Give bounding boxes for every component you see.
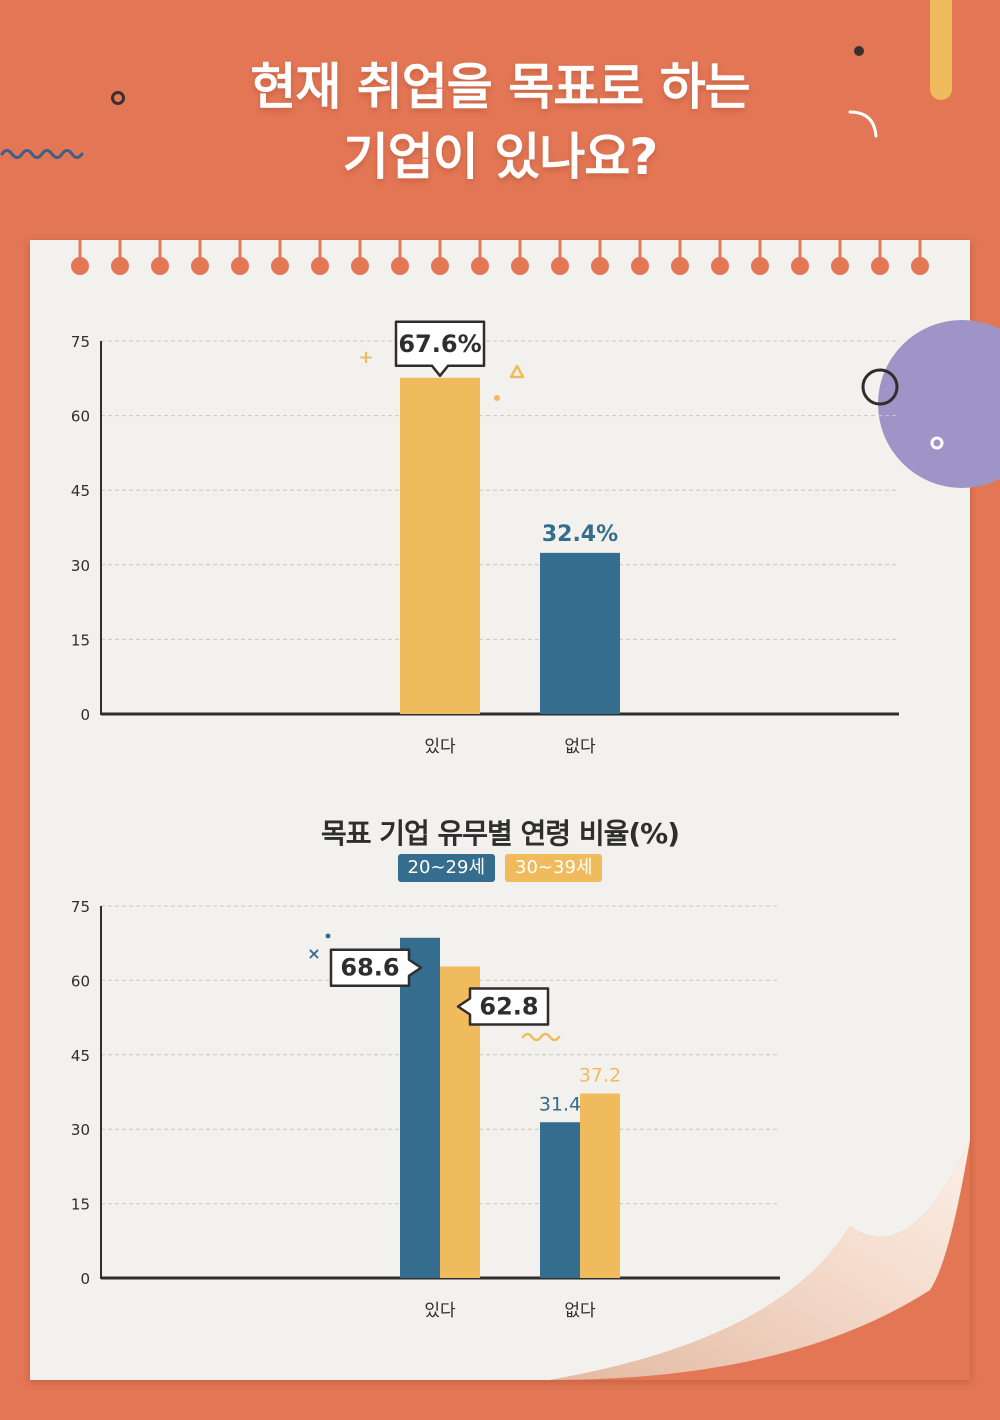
binding-rings-icon — [71, 240, 929, 275]
binding-hole — [671, 257, 689, 275]
x-tick-label: 없다 — [564, 737, 596, 757]
page-title: 현재 취업을 목표로 하는 기업이 있나요? — [0, 52, 1000, 192]
decoration-dot-icon — [854, 46, 864, 56]
decoration-pill-icon — [930, 0, 952, 100]
binding-hole — [351, 257, 369, 275]
binding-hole — [791, 257, 809, 275]
binding-hole — [631, 257, 649, 275]
page-curl-icon — [550, 1140, 970, 1380]
y-tick-label: 15 — [71, 631, 90, 649]
x-tick-label: 있다 — [424, 737, 456, 757]
y-tick-label: 30 — [71, 557, 90, 575]
data-label-no: 32.4% — [542, 522, 618, 547]
bar-yes — [400, 377, 480, 714]
binding-hole — [391, 257, 409, 275]
legend-item-20s: 20~29세 — [397, 854, 495, 882]
binding-hole — [591, 257, 609, 275]
binding-hole — [511, 257, 529, 275]
binding-hole — [911, 257, 929, 275]
binding-hole — [191, 257, 209, 275]
callout-box — [394, 320, 486, 378]
binding-hole — [711, 257, 729, 275]
decoration-arc-icon — [848, 110, 878, 138]
y-tick-label: 0 — [80, 706, 90, 724]
binding-hole — [751, 257, 769, 275]
decoration-purple-circle-icon — [861, 320, 1000, 488]
binding-hole — [71, 257, 89, 275]
binding-hole — [271, 257, 289, 275]
binding-hole — [151, 257, 169, 275]
y-tick-label: 60 — [71, 408, 90, 426]
decoration-triangle-icon — [509, 364, 525, 379]
chart-2-title: 목표 기업 유무별 연령 비율(%) — [320, 817, 680, 850]
binding-hole — [551, 257, 569, 275]
binding-hole — [311, 257, 329, 275]
chart-2-legend: 20~29세 30~39세 — [0, 854, 1000, 882]
binding-hole — [431, 257, 449, 275]
chart-1: 0 15 30 45 60 75 있다 없다 67.6% 32.4% + — [71, 320, 899, 757]
decoration-plus-icon: + — [358, 347, 373, 368]
title-line-1: 현재 취업을 목표로 하는 — [250, 58, 750, 116]
y-tick-label: 75 — [71, 333, 90, 351]
binding-hole — [111, 257, 129, 275]
legend-item-30s: 30~39세 — [505, 854, 603, 882]
binding-hole — [471, 257, 489, 275]
data-label-yes: 67.6% — [394, 320, 486, 378]
title-line-2: 기업이 있나요? — [342, 128, 658, 186]
decoration-ring-icon — [111, 91, 125, 105]
callout-value: 67.6% — [398, 330, 481, 358]
paper-sheet — [30, 240, 970, 1380]
bar-no — [540, 552, 620, 714]
binding-hole — [231, 257, 249, 275]
y-tick-label: 45 — [71, 482, 90, 500]
binding-hole — [831, 257, 849, 275]
decoration-dot-icon — [494, 395, 500, 401]
binding-hole — [871, 257, 889, 275]
decoration-squiggle-left-icon — [0, 149, 84, 159]
